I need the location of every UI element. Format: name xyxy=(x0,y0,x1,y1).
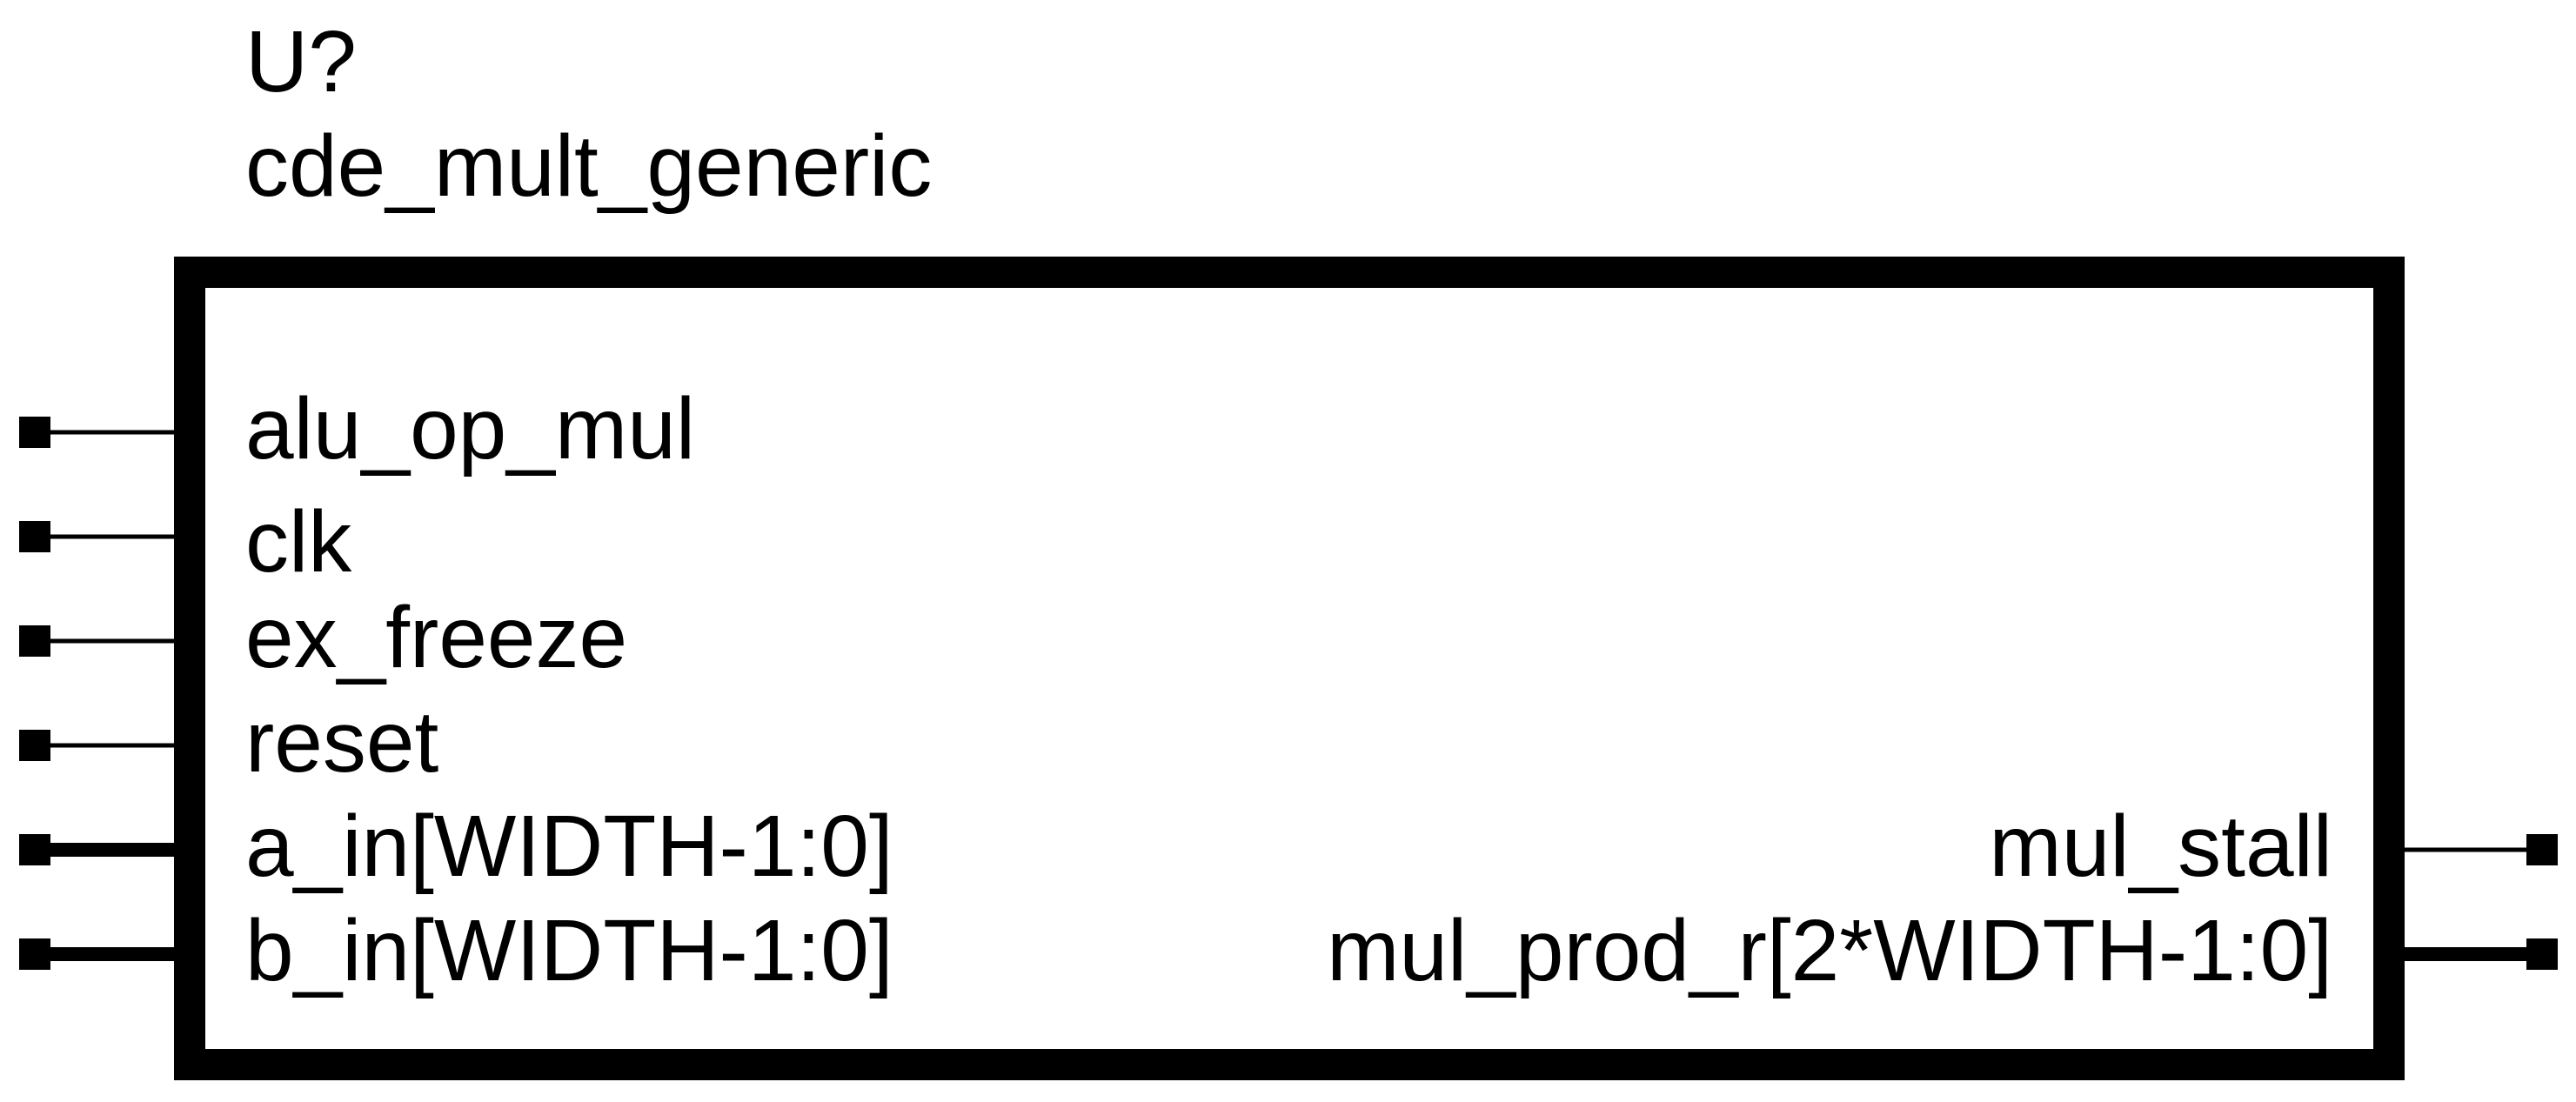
right-port-mul-prod-r[interactable]: mul_prod_r[2*WIDTH-1:0] xyxy=(1327,902,2558,999)
pin-terminal[interactable] xyxy=(19,730,50,761)
pin-terminal[interactable] xyxy=(19,417,50,448)
port-label: b_in[WIDTH-1:0] xyxy=(245,902,893,999)
port-label: mul_stall xyxy=(1989,798,2332,895)
port-label: alu_op_mul xyxy=(245,380,695,478)
left-port-alu-op-mul[interactable]: alu_op_mul xyxy=(19,380,695,478)
reference-designator: U? xyxy=(245,13,357,110)
port-label: reset xyxy=(245,693,439,791)
left-port-b-in[interactable]: b_in[WIDTH-1:0] xyxy=(19,902,893,999)
left-port-a-in[interactable]: a_in[WIDTH-1:0] xyxy=(19,798,893,895)
component-body xyxy=(174,257,2405,1080)
pin-terminal[interactable] xyxy=(19,834,50,865)
pin-terminal[interactable] xyxy=(19,521,50,552)
left-port-reset[interactable]: reset xyxy=(19,693,439,791)
port-label: clk xyxy=(245,493,352,591)
port-label: a_in[WIDTH-1:0] xyxy=(245,798,893,895)
component-name: cde_mult_generic xyxy=(245,117,932,215)
left-port-clk[interactable]: clk xyxy=(19,493,352,591)
right-port-mul-stall[interactable]: mul_stall xyxy=(1989,798,2558,895)
port-label: mul_prod_r[2*WIDTH-1:0] xyxy=(1327,902,2332,999)
pin-terminal[interactable] xyxy=(19,938,50,970)
pin-terminal[interactable] xyxy=(19,625,50,657)
pin-terminal[interactable] xyxy=(2526,938,2558,970)
left-port-ex-freeze[interactable]: ex_freeze xyxy=(19,589,627,686)
port-label: ex_freeze xyxy=(245,589,627,686)
pin-terminal[interactable] xyxy=(2526,834,2558,865)
